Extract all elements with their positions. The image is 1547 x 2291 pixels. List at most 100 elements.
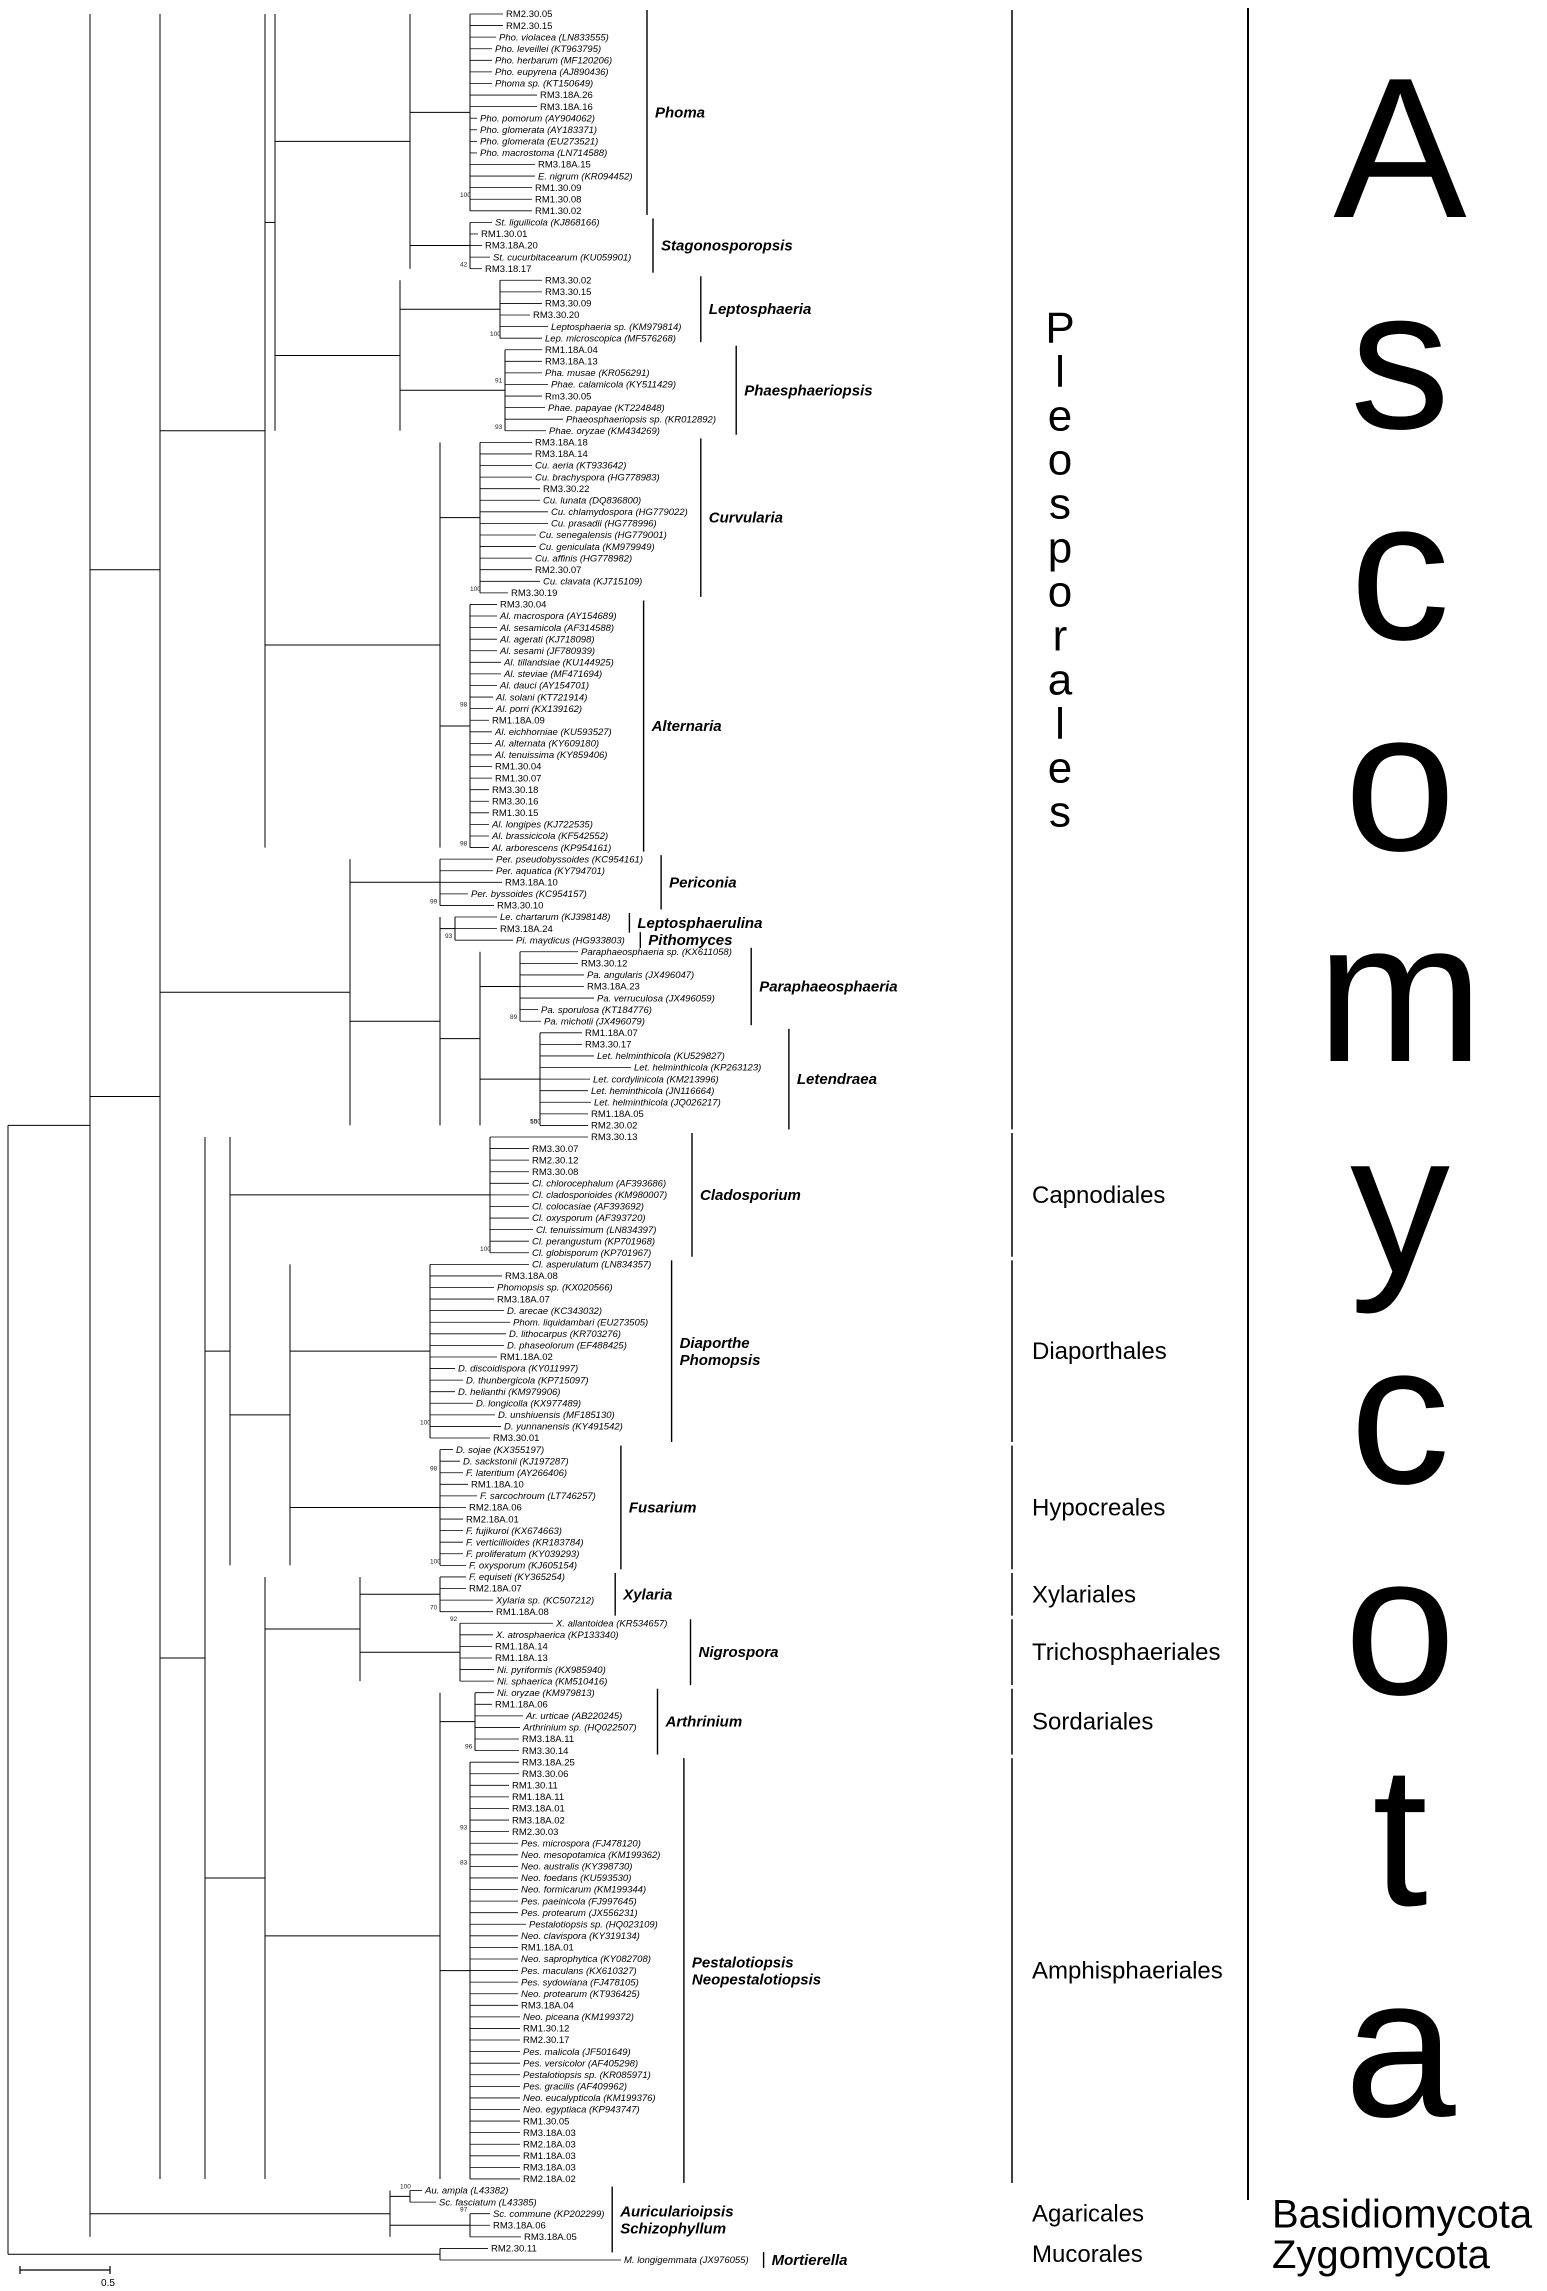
leaf-label: RM1.30.09 bbox=[535, 183, 581, 194]
leaf-label: Pa. sporulosa (KT184776) bbox=[541, 1005, 652, 1016]
leaf-label: RM3.30.14 bbox=[522, 1746, 568, 1757]
leaf-label: Cu. senegalensis (HG779001) bbox=[539, 530, 667, 541]
leaf-label: Pes. malicola (JF501649) bbox=[523, 2047, 631, 2058]
leaf-label: Al. porri (KX139162) bbox=[495, 704, 582, 715]
leaf-label: Cl. tenuissimum (LN834397) bbox=[536, 1225, 656, 1236]
leaf-label: RM2.30.15 bbox=[506, 21, 552, 32]
bootstrap-value: 97 bbox=[460, 2207, 468, 2214]
leaf-label: RM1.30.01 bbox=[481, 229, 527, 240]
leaf-label: RM1.18A.08 bbox=[496, 1607, 549, 1618]
leaf-label: RM2.30.07 bbox=[535, 565, 581, 576]
leaf-label: Phae. calamicola (KY511429) bbox=[551, 380, 676, 391]
leaf-label: F. lateritium (AY266406) bbox=[466, 1468, 567, 1479]
leaf-label: RM3.30.18 bbox=[492, 785, 538, 796]
leaf-label: Cl. perangustum (KP701968) bbox=[532, 1236, 655, 1247]
leaf-label: Per. pseudobyssoides (KC954161) bbox=[496, 854, 643, 865]
leaf-label: RM3.18A.24 bbox=[500, 924, 553, 935]
genus-labels: Phoma Stagonosporopsis Leptosphaeria Phaesp… bbox=[611, 10, 898, 2269]
leaf-label: RM3.18A.06 bbox=[493, 2220, 546, 2231]
leaf-label: RM3.18A.23 bbox=[587, 982, 640, 993]
bootstrap-value: 100 bbox=[470, 586, 481, 593]
leaf-label: RM3.18A.08 bbox=[505, 1271, 558, 1282]
bootstrap-value: 100 bbox=[480, 1246, 491, 1253]
leaf-label: RM3.18A.04 bbox=[521, 2000, 574, 2011]
leaf-label: Pho. macrostoma (LN714588) bbox=[480, 148, 607, 159]
leaf-label: RM1.30.12 bbox=[523, 2024, 569, 2035]
leaf-label: Pha. musae (KR056291) bbox=[545, 368, 650, 379]
leaf-label: D. yunnanensis (KY491542) bbox=[504, 1422, 623, 1433]
leaf-label: RM1.30.02 bbox=[535, 206, 581, 217]
leaf-label: Neo. clavispora (KY319134) bbox=[521, 1931, 640, 1942]
leaf-label: RM3.18A.05 bbox=[524, 2232, 577, 2243]
bootstrap-value: 92 bbox=[450, 1616, 458, 1623]
leaf-label: RM1.18A.03 bbox=[523, 2151, 576, 2162]
leaf-label: F. equiseti (KY365254) bbox=[469, 1572, 565, 1583]
genus-label: Phoma bbox=[655, 104, 705, 121]
leaf-label: Cu. prasadii (HG778996) bbox=[551, 519, 657, 530]
leaf-label: RM3.30.17 bbox=[585, 1040, 631, 1051]
leaf-label: RM3.18A.13 bbox=[545, 357, 598, 368]
leaf-label: Let. heminthicola (JN116664) bbox=[591, 1086, 714, 1097]
leaf-label: RM1.30.11 bbox=[512, 1781, 558, 1792]
order-label: Capnodiales bbox=[1032, 1182, 1165, 1209]
leaf-label: RM2.18A.02 bbox=[523, 2174, 576, 2185]
leaf-label: RM1.18A.06 bbox=[495, 1699, 548, 1710]
leaf-label: RM1.18A.01 bbox=[521, 1943, 574, 1954]
leaf-label: RM3.18A.03 bbox=[523, 2128, 576, 2139]
bootstrap-value: 99 bbox=[430, 898, 438, 905]
scale-bar: 0.5 bbox=[19, 2266, 115, 2289]
leaf-label: Cu. chlamydospora (HG779022) bbox=[551, 507, 688, 518]
genus-label: Leptosphaeria bbox=[709, 301, 812, 318]
leaf-label: RM1.18A.11 bbox=[512, 1792, 564, 1803]
leaf-label: RM2.18A.03 bbox=[523, 2139, 576, 2150]
leaf-label: Lep. microscopica (MF576268) bbox=[545, 333, 676, 344]
leaf-label: RM3.30.07 bbox=[532, 1144, 578, 1155]
leaf-label: RM2.30.11 bbox=[491, 2244, 537, 2255]
bootstrap-value: 96 bbox=[465, 1744, 473, 1751]
genus-label-secondary: Phomopsis bbox=[680, 1352, 761, 1369]
leaf-label: Per. byssoides (KC954157) bbox=[471, 889, 587, 900]
leaf-label: RM3.30.02 bbox=[545, 275, 591, 286]
leaf-label: Pa. michotii (JX496079) bbox=[544, 1016, 645, 1027]
genus-label: Pestalotiopsis bbox=[692, 1955, 794, 1972]
leaf-label: RM1.30.08 bbox=[535, 194, 581, 205]
leaf-label: RM1.30.04 bbox=[495, 762, 541, 773]
order-label: Hypocreales bbox=[1032, 1494, 1165, 1521]
leaf-label: Pho. glomerata (EU273521) bbox=[480, 137, 598, 148]
genus-label: Auricularioipsis bbox=[619, 2203, 733, 2220]
genus-label: Paraphaeosphaeria bbox=[759, 978, 897, 995]
leaf-label: Al. arborescens (KP954161) bbox=[491, 843, 611, 854]
leaf-label: Cl. asperulatum (LN834357) bbox=[532, 1260, 651, 1271]
leaf-label: RM3.30.16 bbox=[492, 796, 538, 807]
genus-label: Curvularia bbox=[709, 510, 783, 527]
leaf-label: Neo. eucalypticola (KM199376) bbox=[523, 2093, 656, 2104]
leaf-label: RM3.30.10 bbox=[497, 901, 543, 912]
order-label: Mucorales bbox=[1032, 2241, 1143, 2268]
leaf-label: RM3.18A.15 bbox=[538, 160, 591, 171]
genus-label: Cladosporium bbox=[700, 1187, 801, 1204]
leaf-label: Pa. verruculosa (JX496059) bbox=[597, 993, 715, 1004]
leaf-label: F. oxysporum (KJ605154) bbox=[469, 1561, 577, 1572]
leaf-label: Al. agerati (KJ718098) bbox=[499, 634, 595, 645]
leaf-label: Pestalotiopsis sp. (HQ023109) bbox=[529, 1919, 658, 1930]
leaf-label: Al. sesami (JF780939) bbox=[499, 646, 595, 657]
leaf-label: RM1.18A.13 bbox=[495, 1653, 548, 1664]
bootstrap-value: 93 bbox=[495, 424, 503, 431]
genus-label: Arthrinium bbox=[665, 1714, 743, 1731]
leaf-label: RM3.18A.18 bbox=[535, 438, 588, 449]
leaf-label: RM3.18A.20 bbox=[485, 241, 538, 252]
leaf-label: Pes. protearum (JX556231) bbox=[521, 1908, 638, 1919]
leaf-label: Pes. maculans (KX610327) bbox=[521, 1966, 637, 1977]
leaf-label: Paraphaeosphaeria sp. (KX611058) bbox=[581, 947, 732, 958]
leaf-label: D. sojae (KX355197) bbox=[456, 1445, 544, 1456]
leaf-label: Pes. sydowiana (FJ478105) bbox=[521, 1977, 639, 1988]
leaf-label: RM3.18A.07 bbox=[497, 1294, 550, 1305]
genus-label: Pithomyces bbox=[648, 932, 732, 949]
leaf-label: St. cucurbitacearum (KU059901) bbox=[493, 252, 631, 263]
leaf-label: X. atrosphaerica (KP133340) bbox=[495, 1630, 619, 1641]
leaf-label: X. allantoidea (KR534657) bbox=[555, 1618, 667, 1629]
leaf-label: D. thunbergicola (KP715097) bbox=[466, 1375, 589, 1386]
leaf-label: RM2.18A.06 bbox=[469, 1503, 522, 1514]
